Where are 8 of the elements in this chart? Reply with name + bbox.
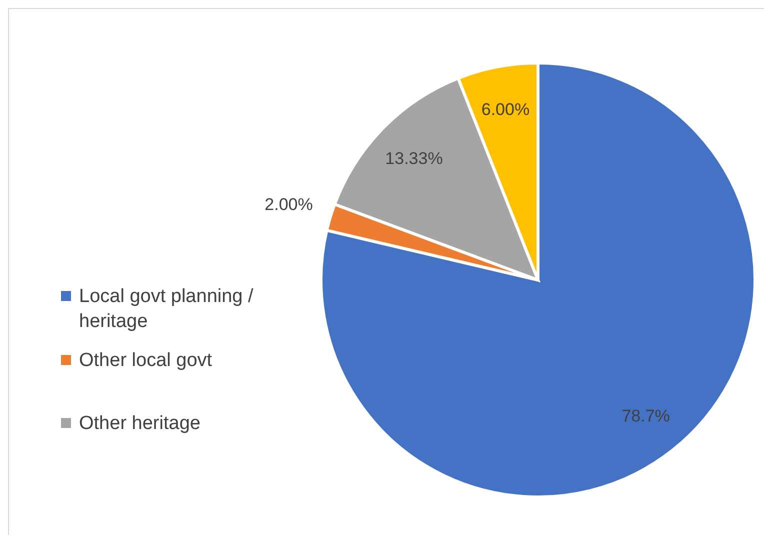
data-label: 78.7% [622, 406, 670, 426]
legend-label: Other local govt [79, 349, 212, 373]
pie-slice [320, 62, 756, 498]
legend-label: Other heritage [79, 412, 200, 436]
legend-label: Local govt planning / heritage [79, 285, 254, 334]
data-label: 6.00% [481, 100, 530, 119]
data-label: 13.33% [385, 148, 443, 168]
data-label: 2.00% [264, 195, 313, 214]
